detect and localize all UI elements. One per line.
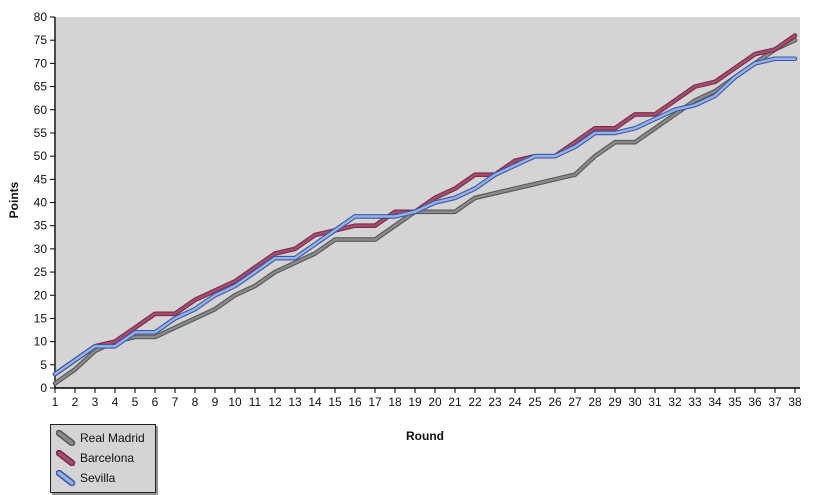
x-tick-label: 35	[728, 395, 742, 409]
x-tick-label: 14	[308, 395, 322, 409]
x-tick-label: 31	[648, 395, 662, 409]
legend-item: Real Madrid	[56, 428, 145, 448]
x-tick-label: 6	[152, 395, 159, 409]
y-tick-label: 75	[34, 33, 48, 47]
x-tick-label: 15	[328, 395, 342, 409]
y-tick-label: 60	[34, 103, 48, 117]
x-tick-label: 3	[92, 395, 99, 409]
y-axis-title: Points	[7, 181, 21, 219]
x-tick-label: 25	[528, 395, 542, 409]
y-tick-label: 0	[40, 381, 47, 395]
x-axis: 1 2 3 4 5 6 7 8 9 10 11 12 13 14 15 16 17 18 19 20 21 22 23 24 2…	[52, 388, 802, 409]
line-swatch-icon	[56, 430, 76, 446]
y-axis: 0 5 10 15 20 25 30 35 40 45 50 55 60 65 70 75 80	[34, 10, 55, 395]
x-axis-title: Round	[406, 429, 444, 443]
x-tick-label: 2	[72, 395, 79, 409]
x-tick-label: 20	[428, 395, 442, 409]
x-tick-label: 12	[268, 395, 282, 409]
y-tick-label: 45	[34, 172, 48, 186]
x-tick-label: 10	[228, 395, 242, 409]
legend-item: Sevilla	[56, 468, 145, 488]
y-tick-label: 25	[34, 265, 48, 279]
x-tick-label: 11	[249, 395, 262, 409]
x-tick-label: 29	[608, 395, 622, 409]
x-tick-label: 9	[212, 395, 219, 409]
y-tick-label: 15	[34, 311, 48, 325]
x-tick-label: 16	[348, 395, 362, 409]
y-tick-label: 10	[34, 335, 48, 349]
y-tick-label: 80	[34, 10, 48, 24]
x-tick-label: 28	[588, 395, 602, 409]
x-tick-label: 34	[708, 395, 722, 409]
x-tick-label: 8	[192, 395, 199, 409]
x-tick-label: 38	[788, 395, 802, 409]
legend-label: Real Madrid	[80, 431, 145, 445]
series-line-sevilla	[52, 56, 798, 377]
x-tick-label: 26	[548, 395, 562, 409]
series-core	[53, 57, 797, 376]
y-tick-label: 65	[34, 80, 48, 94]
x-tick-label: 1	[52, 395, 59, 409]
x-tick-label: 30	[628, 395, 642, 409]
y-tick-label: 20	[34, 288, 48, 302]
x-tick-label: 19	[408, 395, 422, 409]
x-tick-label: 4	[112, 395, 119, 409]
y-tick-label: 35	[34, 219, 48, 233]
x-tick-label: 33	[688, 395, 702, 409]
x-tick-label: 24	[508, 395, 522, 409]
x-tick-label: 5	[132, 395, 139, 409]
y-tick-label: 50	[34, 149, 48, 163]
x-tick-label: 7	[172, 395, 179, 409]
series-line-real-madrid	[52, 37, 798, 386]
x-tick-label: 17	[368, 395, 382, 409]
line-swatch-icon	[56, 470, 76, 486]
y-tick-label: 30	[34, 242, 48, 256]
y-tick-label: 70	[34, 56, 48, 70]
legend-label: Barcelona	[80, 451, 135, 465]
y-tick-label: 5	[40, 358, 47, 372]
line-swatch-icon	[56, 450, 76, 466]
legend: Real Madrid Barcelona Sevilla	[50, 424, 156, 493]
y-tick-label: 40	[34, 196, 48, 210]
x-tick-label: 13	[288, 395, 302, 409]
legend-label: Sevilla	[80, 471, 116, 485]
x-tick-label: 18	[388, 395, 402, 409]
x-tick-label: 21	[448, 395, 462, 409]
x-tick-label: 27	[568, 395, 582, 409]
legend-item: Barcelona	[56, 448, 145, 468]
x-tick-label: 36	[748, 395, 762, 409]
y-tick-label: 55	[34, 126, 48, 140]
x-tick-label: 22	[468, 395, 482, 409]
x-tick-label: 23	[488, 395, 502, 409]
x-tick-label: 32	[668, 395, 682, 409]
x-tick-label: 37	[768, 395, 782, 409]
series-core	[53, 38, 797, 385]
